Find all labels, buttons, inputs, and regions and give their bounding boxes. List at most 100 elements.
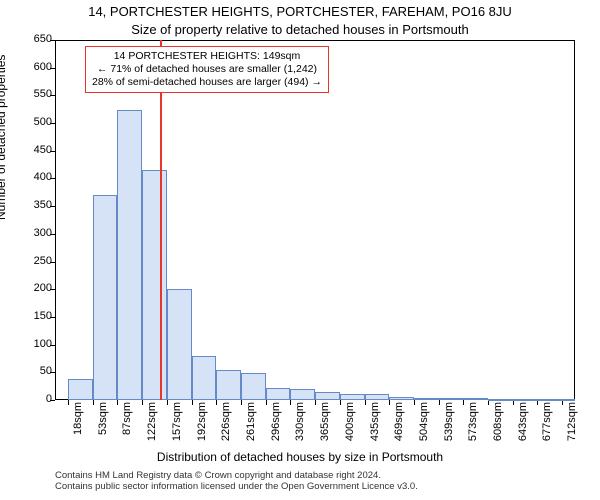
y-tick-label: 150: [24, 310, 52, 322]
histogram-bar: [340, 394, 365, 400]
y-tick-mark: [50, 345, 55, 346]
histogram-bar: [315, 392, 340, 400]
x-tick-label: 643sqm: [517, 402, 529, 444]
x-tick-mark: [167, 400, 168, 405]
y-tick-label: 50: [24, 365, 52, 377]
x-axis-label: Distribution of detached houses by size …: [0, 450, 600, 464]
x-tick-label: 504sqm: [418, 402, 430, 444]
x-tick-mark: [241, 400, 242, 405]
property-marker-line: [160, 40, 162, 400]
x-tick-label: 226sqm: [220, 402, 232, 444]
y-tick-label: 400: [24, 171, 52, 183]
y-tick-label: 500: [24, 116, 52, 128]
y-tick-mark: [50, 372, 55, 373]
x-tick-mark: [439, 400, 440, 405]
y-tick-label: 0: [24, 393, 52, 405]
histogram-bar: [365, 394, 389, 400]
x-tick-label: 296sqm: [270, 402, 282, 444]
title-line-2: Size of property relative to detached ho…: [0, 22, 600, 37]
y-tick-mark: [50, 317, 55, 318]
y-tick-mark: [50, 40, 55, 41]
histogram-bar: [439, 398, 463, 400]
y-tick-mark: [50, 95, 55, 96]
y-tick-mark: [50, 68, 55, 69]
histogram-bar: [290, 389, 315, 400]
y-tick-mark: [50, 289, 55, 290]
x-tick-mark: [365, 400, 366, 405]
x-tick-mark: [117, 400, 118, 405]
x-tick-mark: [315, 400, 316, 405]
y-tick-label: 350: [24, 199, 52, 211]
x-tick-label: 435sqm: [369, 402, 381, 444]
histogram-bar: [463, 398, 488, 400]
histogram-bar: [488, 399, 513, 401]
y-tick-mark: [50, 151, 55, 152]
x-tick-mark: [463, 400, 464, 405]
x-tick-label: 53sqm: [97, 402, 109, 444]
y-tick-label: 250: [24, 255, 52, 267]
histogram-bar: [216, 370, 241, 400]
y-tick-mark: [50, 206, 55, 207]
x-tick-label: 400sqm: [344, 402, 356, 444]
x-tick-label: 87sqm: [121, 402, 133, 444]
y-tick-label: 450: [24, 144, 52, 156]
x-tick-label: 261sqm: [245, 402, 257, 444]
x-tick-label: 608sqm: [492, 402, 504, 444]
histogram-bar: [93, 195, 117, 400]
histogram-bar: [117, 110, 142, 400]
histogram-bar: [266, 388, 290, 400]
y-tick-label: 200: [24, 282, 52, 294]
x-tick-label: 122sqm: [146, 402, 158, 444]
title-line-1: 14, PORTCHESTER HEIGHTS, PORTCHESTER, FA…: [0, 4, 600, 19]
annotation-line-3: 28% of semi-detached houses are larger (…: [92, 76, 322, 89]
annotation-line-1: 14 PORTCHESTER HEIGHTS: 149sqm: [92, 50, 322, 63]
x-tick-mark: [93, 400, 94, 405]
histogram-bar: [389, 397, 414, 400]
histogram-bar: [68, 379, 93, 400]
x-tick-mark: [266, 400, 267, 405]
x-tick-label: 157sqm: [171, 402, 183, 444]
x-tick-label: 539sqm: [443, 402, 455, 444]
x-tick-mark: [340, 400, 341, 405]
histogram-bar: [414, 398, 439, 400]
y-tick-mark: [50, 262, 55, 263]
y-tick-mark: [50, 234, 55, 235]
annotation-box: 14 PORTCHESTER HEIGHTS: 149sqm ← 71% of …: [85, 46, 329, 93]
y-tick-label: 600: [24, 61, 52, 73]
x-tick-label: 330sqm: [294, 402, 306, 444]
footer-line-1: Contains HM Land Registry data © Crown c…: [55, 470, 418, 481]
footer: Contains HM Land Registry data © Crown c…: [55, 470, 418, 493]
histogram-bar: [192, 356, 216, 400]
x-tick-mark: [142, 400, 143, 405]
chart-container: 14, PORTCHESTER HEIGHTS, PORTCHESTER, FA…: [0, 0, 600, 500]
x-tick-label: 18sqm: [72, 402, 84, 444]
x-tick-mark: [389, 400, 390, 405]
x-tick-mark: [414, 400, 415, 405]
histogram-bar: [562, 399, 575, 401]
x-tick-label: 573sqm: [467, 402, 479, 444]
histogram-bar: [513, 399, 537, 401]
y-tick-mark: [50, 178, 55, 179]
histogram-bar: [142, 170, 167, 400]
histogram-bar: [167, 289, 192, 400]
x-tick-label: 677sqm: [541, 402, 553, 444]
x-tick-mark: [216, 400, 217, 405]
annotation-line-2: ← 71% of detached houses are smaller (1,…: [92, 63, 322, 76]
x-tick-mark: [68, 400, 69, 405]
y-tick-label: 300: [24, 227, 52, 239]
x-tick-label: 712sqm: [566, 402, 578, 444]
x-tick-mark: [290, 400, 291, 405]
y-tick-label: 550: [24, 88, 52, 100]
x-tick-label: 365sqm: [319, 402, 331, 444]
y-tick-mark: [50, 123, 55, 124]
footer-line-2: Contains public sector information licen…: [55, 481, 418, 492]
x-tick-label: 469sqm: [393, 402, 405, 444]
y-tick-label: 100: [24, 338, 52, 350]
histogram-bar: [241, 373, 266, 400]
y-axis-label: Number of detached properties: [0, 55, 8, 220]
x-tick-label: 192sqm: [196, 402, 208, 444]
histogram-bar: [537, 399, 562, 401]
y-tick-mark: [50, 400, 55, 401]
y-tick-label: 650: [24, 33, 52, 45]
x-tick-mark: [192, 400, 193, 405]
